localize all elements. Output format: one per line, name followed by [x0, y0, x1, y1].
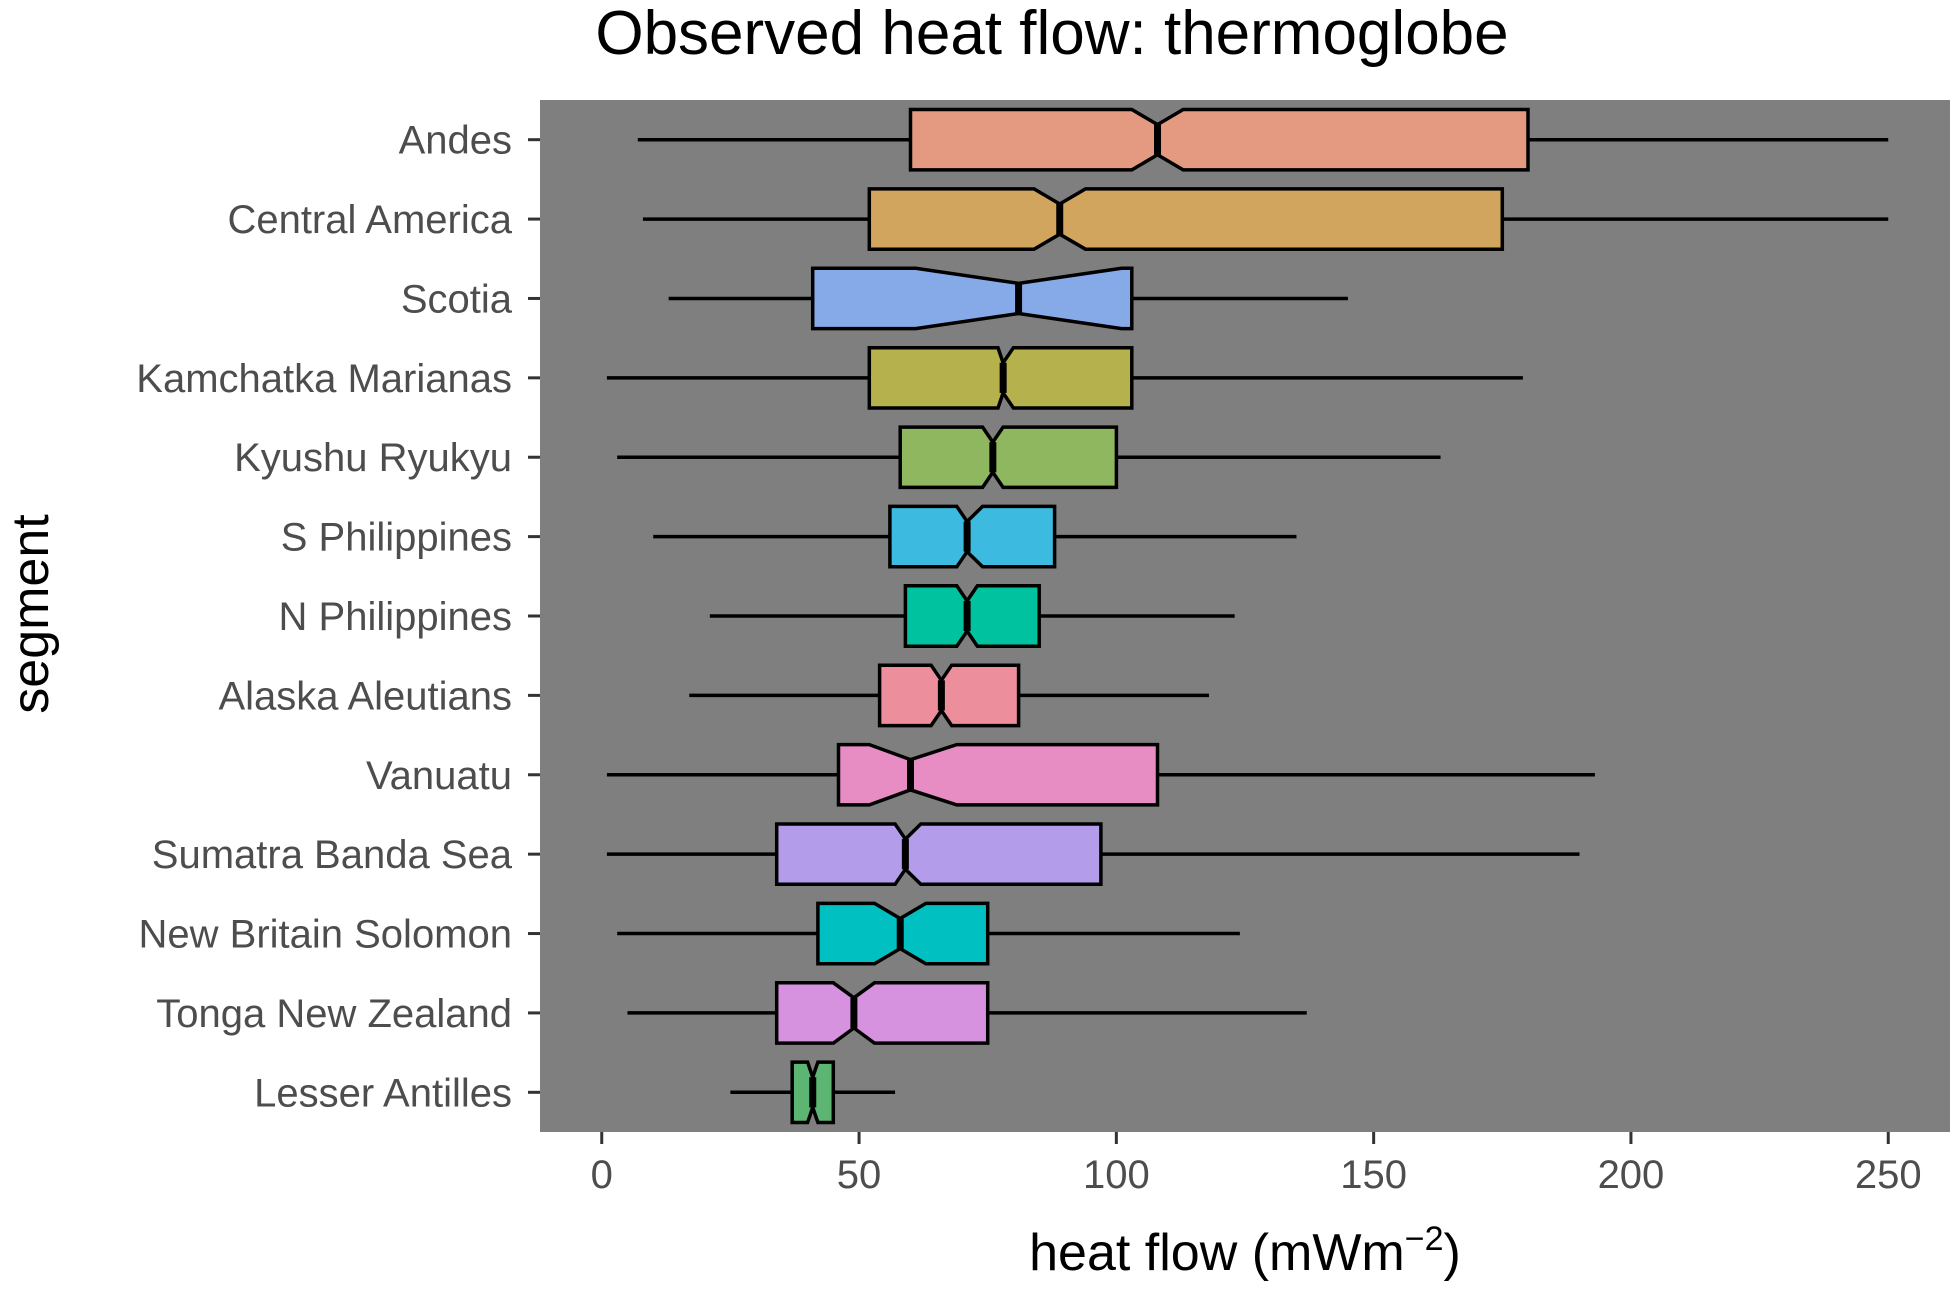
box-s-philippines — [653, 504, 1297, 569]
x-axis-title: heat flow (mWm−2) — [1029, 1220, 1461, 1282]
boxes-layer — [606, 107, 1889, 1125]
y-tick-label: Sumatra Banda Sea — [152, 833, 513, 877]
box-alaska-aleutians — [689, 663, 1209, 728]
box-body — [888, 504, 1057, 569]
box-tonga-new-zealand — [627, 981, 1307, 1045]
y-tick-label: Tonga New Zealand — [156, 992, 512, 1036]
x-tick-label: 250 — [1855, 1153, 1922, 1197]
box-n-philippines — [709, 584, 1235, 648]
x-axis-title-close: ) — [1444, 1224, 1461, 1282]
x-tick-label: 0 — [591, 1153, 613, 1197]
box-body — [877, 663, 1021, 728]
x-tick-label: 50 — [837, 1153, 882, 1197]
y-tick-label: Kamchatka Marianas — [136, 357, 512, 401]
box-body — [898, 425, 1119, 490]
box-body — [908, 107, 1530, 172]
box-andes — [637, 107, 1889, 172]
y-tick-label: Alaska Aleutians — [218, 674, 512, 718]
box-body — [774, 822, 1103, 887]
x-tick-label: 200 — [1598, 1153, 1665, 1197]
y-tick-label: Lesser Antilles — [254, 1071, 512, 1115]
box-sumatra-banda-sea — [606, 822, 1580, 887]
box-body — [903, 584, 1041, 648]
box-body — [867, 187, 1505, 251]
y-tick-label: Kyushu Ryukyu — [234, 436, 512, 480]
x-axis-title-superscript: −2 — [1405, 1220, 1444, 1258]
x-axis: 0 50 100 150 200 250 — [591, 1132, 1922, 1197]
box-kamchatka-marianas — [606, 345, 1523, 410]
box-central-america — [642, 187, 1889, 251]
y-tick-label: S Philippines — [281, 516, 512, 560]
box-kyushu-ryukyu — [617, 425, 1441, 490]
box-body — [836, 742, 1160, 807]
y-axis-title: segment — [2, 514, 60, 714]
box-body — [774, 981, 990, 1045]
box-lesser-antilles — [730, 1060, 896, 1125]
y-tick-label: Scotia — [401, 277, 513, 321]
x-tick-label: 100 — [1083, 1153, 1150, 1197]
box-scotia — [668, 266, 1348, 331]
y-tick-label: New Britain Solomon — [139, 913, 513, 957]
chart-title: Observed heat flow: thermoglobe — [595, 0, 1508, 68]
y-tick-label: Central America — [227, 198, 512, 242]
y-tick-label: N Philippines — [279, 595, 512, 639]
box-vanuatu — [606, 742, 1595, 807]
x-axis-title-text: heat flow (mWm — [1029, 1224, 1405, 1282]
box-new-britain-solomon — [617, 901, 1240, 966]
y-tick-label: Andes — [399, 119, 512, 163]
y-axis: Andes Central America Scotia Kamchatka Mari… — [136, 119, 540, 1115]
x-tick-label: 150 — [1340, 1153, 1407, 1197]
box-body — [810, 266, 1134, 331]
y-tick-label: Vanuatu — [366, 754, 512, 798]
